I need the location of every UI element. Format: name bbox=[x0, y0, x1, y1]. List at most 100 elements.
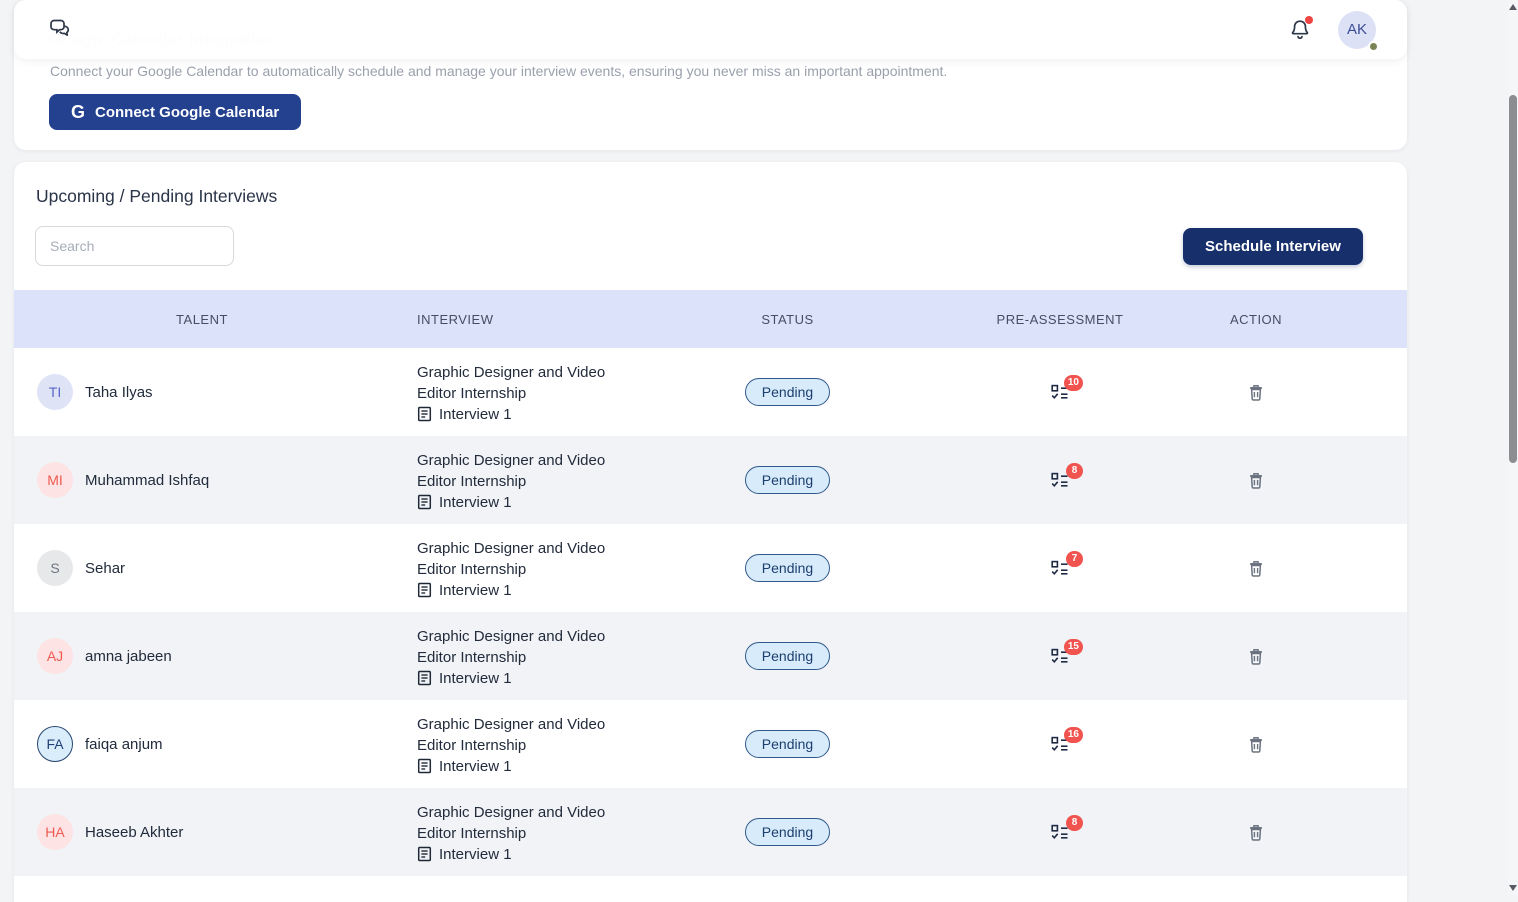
assessment-count-badge: 16 bbox=[1063, 726, 1083, 743]
talent-name: amna jabeen bbox=[85, 647, 172, 665]
document-icon bbox=[417, 670, 432, 686]
talent-cell: AJ amna jabeen bbox=[14, 612, 390, 700]
status-cell: Pending bbox=[650, 436, 925, 524]
connect-google-calendar-button[interactable]: G Connect Google Calendar bbox=[49, 94, 302, 130]
chat-icon[interactable] bbox=[47, 18, 73, 42]
notification-dot bbox=[1305, 15, 1313, 24]
table-row: MI Muhammad Ishfaq Graphic Designer and … bbox=[14, 436, 1407, 524]
talent-avatar-initials: TI bbox=[48, 384, 62, 400]
scrollbar-down-arrow-icon[interactable] bbox=[1509, 885, 1517, 891]
table-body: TI Taha Ilyas Graphic Designer and Video… bbox=[14, 348, 1407, 876]
talent-cell: TI Taha Ilyas bbox=[14, 348, 390, 436]
assessment-count-badge: 8 bbox=[1066, 462, 1083, 479]
google-g-icon: G bbox=[71, 102, 86, 122]
interview-cell: Graphic Designer and Video Editor Intern… bbox=[390, 700, 650, 788]
table-row: FA faiqa anjum Graphic Designer and Vide… bbox=[14, 700, 1407, 788]
delete-icon[interactable] bbox=[1247, 559, 1265, 578]
pre-assessment-checklist-icon[interactable]: 16 bbox=[1051, 726, 1083, 753]
assessment-count-badge: 7 bbox=[1066, 550, 1083, 567]
interview-position: Graphic Designer and Video Editor Intern… bbox=[417, 715, 606, 754]
user-avatar[interactable]: AK bbox=[1338, 10, 1379, 52]
pre-assessment-checklist-icon[interactable]: 8 bbox=[1051, 462, 1083, 489]
pre-assessment-cell: 7 bbox=[925, 524, 1195, 612]
talent-avatar-initials: S bbox=[50, 560, 60, 576]
delete-icon[interactable] bbox=[1247, 471, 1265, 490]
table-row: S Sehar Graphic Designer and Video Edito… bbox=[14, 524, 1407, 612]
top-bar: AK bbox=[14, 0, 1407, 59]
action-cell bbox=[1195, 436, 1317, 524]
interview-round-line: Interview 1 bbox=[417, 582, 512, 599]
interview-cell: Graphic Designer and Video Editor Intern… bbox=[390, 348, 650, 436]
document-icon bbox=[417, 846, 432, 862]
interview-cell: Graphic Designer and Video Editor Intern… bbox=[390, 524, 650, 612]
status-badge: Pending bbox=[744, 730, 831, 758]
talent-avatar: HA bbox=[37, 814, 73, 850]
action-cell bbox=[1195, 348, 1317, 436]
column-header-action: ACTION bbox=[1229, 311, 1283, 327]
scrollbar-up-arrow-icon[interactable] bbox=[1509, 4, 1517, 10]
talent-cell: FA faiqa anjum bbox=[14, 700, 390, 788]
document-icon bbox=[417, 406, 432, 422]
status-cell: Pending bbox=[650, 700, 925, 788]
column-header-interview: INTERVIEW bbox=[417, 311, 494, 327]
talent-avatar-initials: AJ bbox=[46, 648, 64, 664]
topbar-right-group: AK bbox=[1288, 10, 1379, 52]
action-cell bbox=[1195, 788, 1317, 876]
pre-assessment-cell: 8 bbox=[925, 436, 1195, 524]
talent-avatar: AJ bbox=[37, 638, 73, 674]
interview-round-label: Interview 1 bbox=[439, 493, 512, 511]
presence-status-dot bbox=[1368, 40, 1379, 52]
pre-assessment-checklist-icon[interactable]: 7 bbox=[1051, 550, 1083, 577]
talent-avatar-initials: FA bbox=[46, 736, 64, 752]
talent-avatar: TI bbox=[37, 374, 73, 410]
interview-position: Graphic Designer and Video Editor Intern… bbox=[417, 539, 606, 578]
column-header-talent: TALENT bbox=[176, 311, 228, 327]
talent-cell: S Sehar bbox=[14, 524, 390, 612]
assessment-count-badge: 10 bbox=[1063, 374, 1083, 391]
talent-avatar: MI bbox=[37, 462, 73, 498]
calendar-section-description: Connect your Google Calendar to automati… bbox=[50, 63, 948, 79]
talent-cell: MI Muhammad Ishfaq bbox=[14, 436, 390, 524]
interview-round-line: Interview 1 bbox=[417, 406, 512, 423]
pre-assessment-checklist-icon[interactable]: 8 bbox=[1051, 814, 1083, 841]
assessment-count-badge: 15 bbox=[1063, 638, 1083, 655]
action-cell bbox=[1195, 524, 1317, 612]
interview-round-line: Interview 1 bbox=[417, 758, 512, 775]
table-row: TI Taha Ilyas Graphic Designer and Video… bbox=[14, 348, 1407, 436]
talent-name: Taha Ilyas bbox=[85, 383, 153, 401]
schedule-interview-button[interactable]: Schedule Interview bbox=[1183, 228, 1363, 265]
search-input[interactable] bbox=[35, 226, 234, 266]
status-cell: Pending bbox=[650, 612, 925, 700]
interview-round-label: Interview 1 bbox=[439, 845, 512, 863]
interview-round-line: Interview 1 bbox=[417, 670, 512, 687]
talent-cell: HA Haseeb Akhter bbox=[14, 788, 390, 876]
table-row: HA Haseeb Akhter Graphic Designer and Vi… bbox=[14, 788, 1407, 876]
pre-assessment-checklist-icon[interactable]: 10 bbox=[1051, 374, 1083, 401]
interview-position: Graphic Designer and Video Editor Intern… bbox=[417, 803, 606, 842]
interview-round-label: Interview 1 bbox=[439, 581, 512, 599]
pre-assessment-checklist-icon[interactable]: 15 bbox=[1051, 638, 1083, 665]
delete-icon[interactable] bbox=[1247, 383, 1265, 402]
interview-position: Graphic Designer and Video Editor Intern… bbox=[417, 451, 606, 490]
interview-cell: Graphic Designer and Video Editor Intern… bbox=[390, 612, 650, 700]
document-icon bbox=[417, 582, 432, 598]
interview-round-line: Interview 1 bbox=[417, 494, 512, 511]
status-badge: Pending bbox=[744, 642, 831, 670]
column-header-pre-assessment: PRE-ASSESSMENT bbox=[996, 311, 1124, 327]
talent-avatar-initials: MI bbox=[47, 472, 63, 488]
interview-round-label: Interview 1 bbox=[439, 405, 512, 423]
notification-bell-icon[interactable] bbox=[1288, 15, 1313, 42]
interview-round-label: Interview 1 bbox=[439, 669, 512, 687]
scrollbar-thumb[interactable] bbox=[1509, 95, 1517, 463]
delete-icon[interactable] bbox=[1247, 823, 1265, 842]
table-header-row: TALENT INTERVIEW STATUS PRE-ASSESSMENT A… bbox=[14, 290, 1407, 348]
status-badge: Pending bbox=[744, 554, 831, 582]
talent-avatar: S bbox=[37, 550, 73, 586]
interview-round-line: Interview 1 bbox=[417, 846, 512, 863]
user-avatar-initials: AK bbox=[1346, 21, 1367, 38]
status-cell: Pending bbox=[650, 788, 925, 876]
delete-icon[interactable] bbox=[1247, 735, 1265, 754]
delete-icon[interactable] bbox=[1247, 647, 1265, 666]
pre-assessment-cell: 15 bbox=[925, 612, 1195, 700]
document-icon bbox=[417, 758, 432, 774]
